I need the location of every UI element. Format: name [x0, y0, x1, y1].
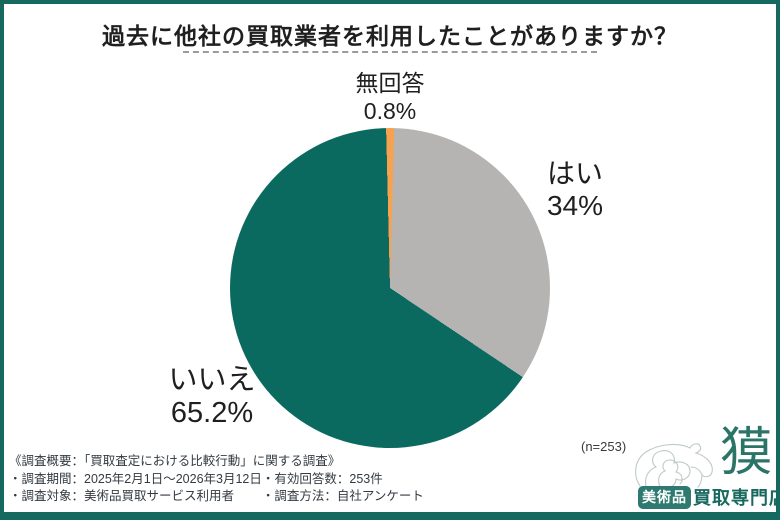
- title-divider: [183, 51, 597, 53]
- segment-label: いいえ: [168, 364, 256, 396]
- summary-item-period: ・調査期間：2025年2月1日～2026年3月12日: [9, 471, 262, 486]
- pie-chart: [230, 128, 550, 448]
- summary-item-responses: ・有効回答数：253件: [261, 471, 383, 486]
- segment-value: 34%: [546, 190, 604, 221]
- pie-label-noanswer: 無回答 0.8%: [315, 69, 465, 125]
- survey-summary: 《調査概要：「買取査定における比較行動」に関する調査》 ・調査期間：2025年2…: [9, 453, 424, 506]
- summary-item-method: ・調査方法：自社アンケート: [261, 489, 424, 503]
- summary-heading: 《調査概要：「買取査定における比較行動」に関する調査》: [9, 454, 341, 468]
- segment-value: 0.8%: [363, 98, 417, 124]
- logo-mark-character: 獏: [719, 425, 772, 482]
- logo-suffix: 買取専門店: [693, 488, 780, 508]
- chart-title: 過去に他社の買取業者を利用したことがありますか？: [102, 23, 678, 49]
- company-logo: 獏 美術品 買取専門店: [630, 428, 780, 510]
- logo-badge: 美術品: [638, 485, 691, 509]
- tapir-icon: [635, 443, 713, 488]
- summary-col-right: ・有効回答数：253件 ・調査方法：自社アンケート: [262, 471, 424, 506]
- logo-wordmark: 美術品 買取専門店: [638, 484, 780, 510]
- sample-size-note: (n=253): [581, 439, 627, 454]
- summary-columns: ・調査期間：2025年2月1日～2026年3月12日 ・調査対象：美術品買取サー…: [9, 471, 424, 506]
- summary-col-left: ・調査期間：2025年2月1日～2026年3月12日 ・調査対象：美術品買取サー…: [9, 471, 262, 506]
- pie-label-no: いいえ 65.2%: [138, 364, 286, 430]
- segment-label: はい: [546, 158, 603, 189]
- pie-label-yes: はい 34%: [515, 158, 635, 222]
- summary-item-target: ・調査対象：美術品買取サービス利用者: [9, 489, 235, 503]
- segment-label: 無回答: [355, 70, 425, 96]
- segment-value: 65.2%: [170, 397, 254, 429]
